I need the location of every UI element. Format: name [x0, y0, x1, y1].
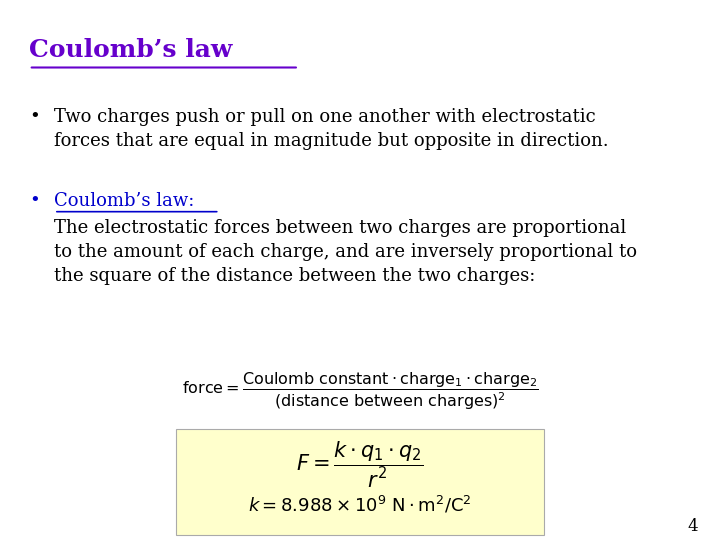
Text: $k = 8.988 \times 10^9\ \mathrm{N \cdot m^2/C^2}$: $k = 8.988 \times 10^9\ \mathrm{N \cdot … [248, 494, 472, 515]
Text: •: • [29, 108, 40, 126]
Text: 4: 4 [688, 518, 698, 535]
Text: Coulomb’s law: Coulomb’s law [29, 38, 232, 62]
Text: Coulomb’s law:: Coulomb’s law: [54, 192, 194, 210]
Text: •: • [29, 192, 40, 210]
FancyBboxPatch shape [176, 429, 544, 535]
Text: The electrostatic forces between two charges are proportional
to the amount of e: The electrostatic forces between two cha… [54, 219, 637, 285]
Text: Two charges push or pull on one another with electrostatic
forces that are equal: Two charges push or pull on one another … [54, 108, 608, 150]
Text: $\mathrm{force} = \dfrac{\mathrm{Coulomb\ constant} \cdot \mathrm{charge}_1 \cdo: $\mathrm{force} = \dfrac{\mathrm{Coulomb… [181, 370, 539, 411]
Text: $F = \dfrac{k \cdot q_1 \cdot q_2}{r^2}$: $F = \dfrac{k \cdot q_1 \cdot q_2}{r^2}$ [296, 440, 424, 490]
